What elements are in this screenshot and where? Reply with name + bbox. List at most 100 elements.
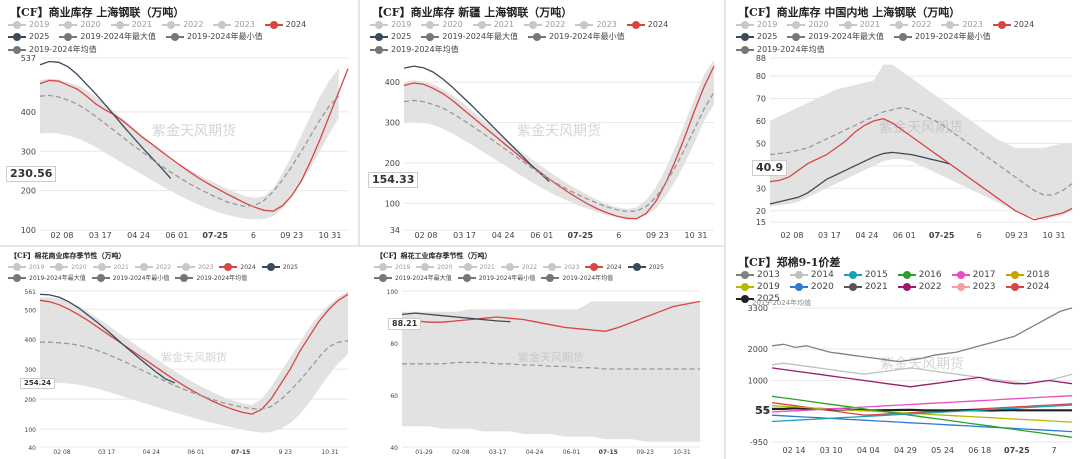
legend-item[interactable]: 2019-2024年均值 [8,44,97,55]
legend-item[interactable]: 2025 [627,263,664,271]
legend-item[interactable]: 2024 [626,20,668,29]
legend-item[interactable]: 2023 [951,282,996,292]
y-tick-label: 100 [25,427,37,434]
legend-label: 2020 [437,263,453,271]
legend-item[interactable]: 2019 [8,263,44,271]
legend-item[interactable]: 2019-2024年均值 [370,44,459,55]
legend-swatch [736,283,754,291]
x-tick-label: 10 31 [685,231,708,240]
x-tick-label: 04 24 [127,231,150,240]
legend-item[interactable]: 2015 [843,270,888,280]
legend-item[interactable]: 2014 [789,270,834,280]
legend-item[interactable]: 2019-2024年均值 [175,273,247,282]
legend-item[interactable]: 2021 [472,20,514,29]
legend-item[interactable]: 2019-2024年最大值 [8,273,86,282]
legend-item[interactable]: 2019-2024年最大值 [787,31,884,42]
legend-item[interactable]: 2021 [458,263,495,271]
legend-item[interactable]: 2019-2024年均值 [736,44,825,55]
legend-swatch [941,20,960,29]
legend-item[interactable]: 2025 [8,31,49,42]
y-tick-label: 300 [385,119,400,128]
legend-item[interactable]: 2019-2024年最小值 [165,31,263,42]
y-tick-label: 2000 [748,345,768,354]
legend-item[interactable]: 2020 [50,263,87,271]
legend-item[interactable]: 2021 [838,20,880,29]
legend-label: 2021 [479,263,495,271]
legend-swatch [838,20,857,29]
legend-item[interactable]: 2024 [992,20,1034,29]
legend-item[interactable]: 2019 [8,20,49,29]
legend-item[interactable]: 2019-2024年均值 [541,273,613,282]
legend-item[interactable]: 2019-2024年最小值 [91,273,169,282]
y-tick-label: 50 [756,139,766,148]
series-line-2020 [771,414,1073,433]
legend-item[interactable]: 2020 [416,263,453,271]
legend-item[interactable]: 2016 [897,270,942,280]
legend-swatch [8,32,26,41]
chart-title: 【CF】棉花商业库存季节性（万吨） [10,251,126,260]
legend-label: 2016 [918,270,942,280]
legend-item[interactable]: 2018 [1005,270,1049,280]
legend-item[interactable]: 2025 [261,263,298,271]
legend-label: 2019-2024年最大值 [29,275,86,282]
legend-item[interactable]: 2022 [890,20,931,29]
legend-swatch [370,45,388,54]
legend-item[interactable]: 2019-2024年最大值 [59,31,156,42]
legend-item[interactable]: 2022 [897,282,942,292]
legend-swatch [421,20,440,29]
legend-item[interactable]: 2020 [787,20,829,29]
x-tick-label: 05 24 [931,446,954,455]
y-tick-label: 80 [390,341,398,348]
legend-item[interactable]: 2024 [1005,282,1049,292]
legend-swatch [524,20,543,29]
legend-item[interactable]: 2023 [941,20,983,29]
legend-item[interactable]: 2019 [736,20,777,29]
legend-item[interactable]: 2013 [736,270,780,280]
legend-item[interactable]: 2023 [213,20,255,29]
x-tick-label: 07-25 [567,231,593,240]
legend-item[interactable]: 2021 [110,20,152,29]
legend-item[interactable]: 2019 [374,263,410,271]
y-tick-label: 40 [390,445,398,452]
legend-item[interactable]: 2025 [736,294,780,304]
legend-item[interactable]: 2025 [370,31,411,42]
legend-item[interactable]: 2024 [585,263,622,271]
legend-item[interactable]: 2022 [134,263,171,271]
legend-swatch [992,20,1011,29]
legend-item[interactable]: 2017 [951,270,996,280]
x-tick-label: 02 08 [53,449,70,456]
y-tick-label: 1000 [748,377,768,386]
legend-swatch [787,32,806,41]
legend-item[interactable]: 2022 [500,263,537,271]
x-tick-label: 7 [1051,446,1056,455]
legend-item[interactable]: 2020 [59,20,101,29]
legend-item[interactable]: 2025 [736,31,777,42]
legend-item[interactable]: 2019-2024年最小值 [893,31,991,42]
legend-item[interactable]: 2021 [843,282,888,292]
legend-item[interactable]: 2020 [789,282,834,292]
legend-item[interactable]: 2019-2024年最大值 [374,273,452,282]
legend-item[interactable]: 2019-2024年最大值 [421,31,518,42]
legend-swatch [1005,271,1024,279]
legend-item[interactable]: 2019-2024年最小值 [457,273,535,282]
y-tick-label: 20 [756,207,766,216]
series-line-2024 [39,293,349,415]
legend-item[interactable]: 2019 [736,282,780,292]
x-tick-label: 03 17 [453,231,476,240]
legend-item[interactable]: 2024 [219,263,256,271]
legend-item[interactable]: 2021 [92,263,129,271]
legend-swatch [627,263,646,271]
legend-item[interactable]: 2022 [524,20,565,29]
legend-item[interactable]: 2023 [543,263,579,271]
legend-label: 2017 [972,270,996,280]
legend-item[interactable]: 2023 [575,20,617,29]
legend-item[interactable]: 2019-2024年最小值 [527,31,625,42]
legend-item[interactable]: 2022 [162,20,203,29]
legend-label: 2019-2024年均值 [196,275,248,282]
legend-item[interactable]: 2020 [421,20,463,29]
legend-item[interactable]: 2019 [370,20,411,29]
legend-label: 2022 [545,20,566,29]
legend-item[interactable]: 2023 [177,263,213,271]
legend-item[interactable]: 2024 [264,20,306,29]
x-tick-label: 07-25 [202,231,228,240]
